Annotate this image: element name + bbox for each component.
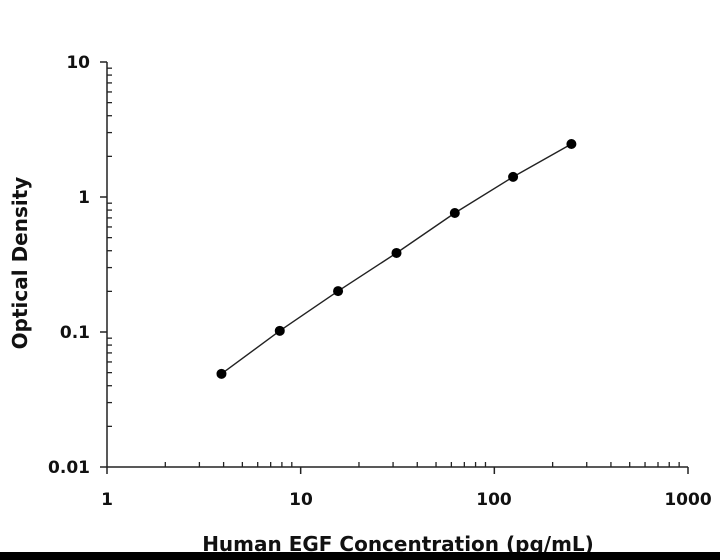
y-tick-labels: 0.01 0.1 1 10 — [48, 53, 90, 478]
x-tick-labels: 1 10 100 1000 — [101, 490, 712, 510]
y-tick-label: 1 — [78, 188, 90, 208]
x-tick-label: 1 — [101, 490, 113, 510]
data-point — [508, 171, 519, 182]
minor-ticks — [107, 67, 680, 467]
x-tick-label: 10 — [289, 490, 313, 510]
major-ticks — [100, 61, 689, 474]
x-tick-label: 100 — [476, 490, 512, 510]
data-point — [391, 247, 402, 258]
data-point — [216, 368, 227, 379]
fit-curve — [221, 143, 572, 375]
data-point — [333, 286, 344, 297]
y-tick-label: 0.1 — [60, 323, 90, 343]
bottom-bar — [0, 552, 720, 560]
y-tick-label: 0.01 — [48, 458, 90, 478]
y-tick-label: 10 — [66, 53, 90, 73]
data-point — [449, 208, 460, 219]
data-points — [216, 138, 577, 379]
x-tick-label: 1000 — [664, 490, 711, 510]
y-axis-title: Optical Density — [8, 177, 32, 350]
data-point — [274, 325, 285, 336]
data-point — [566, 138, 577, 149]
